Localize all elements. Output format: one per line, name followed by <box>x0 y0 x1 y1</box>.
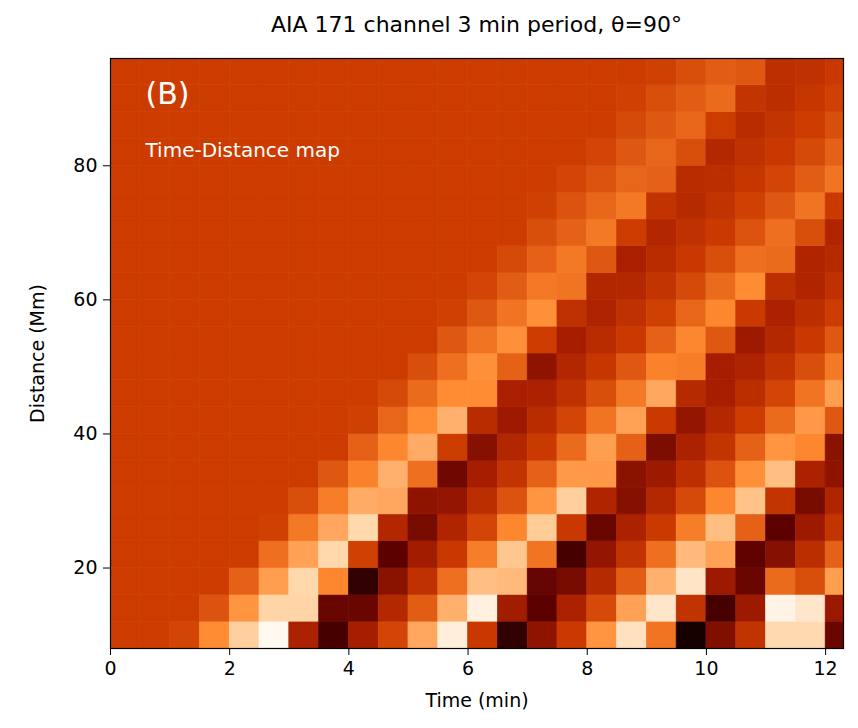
svg-text:0: 0 <box>104 657 116 679</box>
svg-text:2: 2 <box>224 657 236 679</box>
svg-text:12: 12 <box>814 657 838 679</box>
svg-text:8: 8 <box>581 657 593 679</box>
svg-text:10: 10 <box>694 657 718 679</box>
svg-text:Time (min): Time (min) <box>424 689 528 711</box>
svg-text:(B): (B) <box>146 76 190 111</box>
svg-text:20: 20 <box>73 556 97 578</box>
svg-text:40: 40 <box>73 422 97 444</box>
svg-text:Time-Distance map: Time-Distance map <box>145 138 340 162</box>
svg-text:80: 80 <box>73 154 97 176</box>
svg-text:4: 4 <box>343 657 355 679</box>
svg-text:60: 60 <box>73 288 97 310</box>
svg-text:Distance (Mm): Distance (Mm) <box>26 284 48 423</box>
html-text:AIA 171 channel 3 min period,: AIA 171 channel 3 min period, θ=90° <box>271 12 682 37</box>
svg-text:6: 6 <box>462 657 474 679</box>
